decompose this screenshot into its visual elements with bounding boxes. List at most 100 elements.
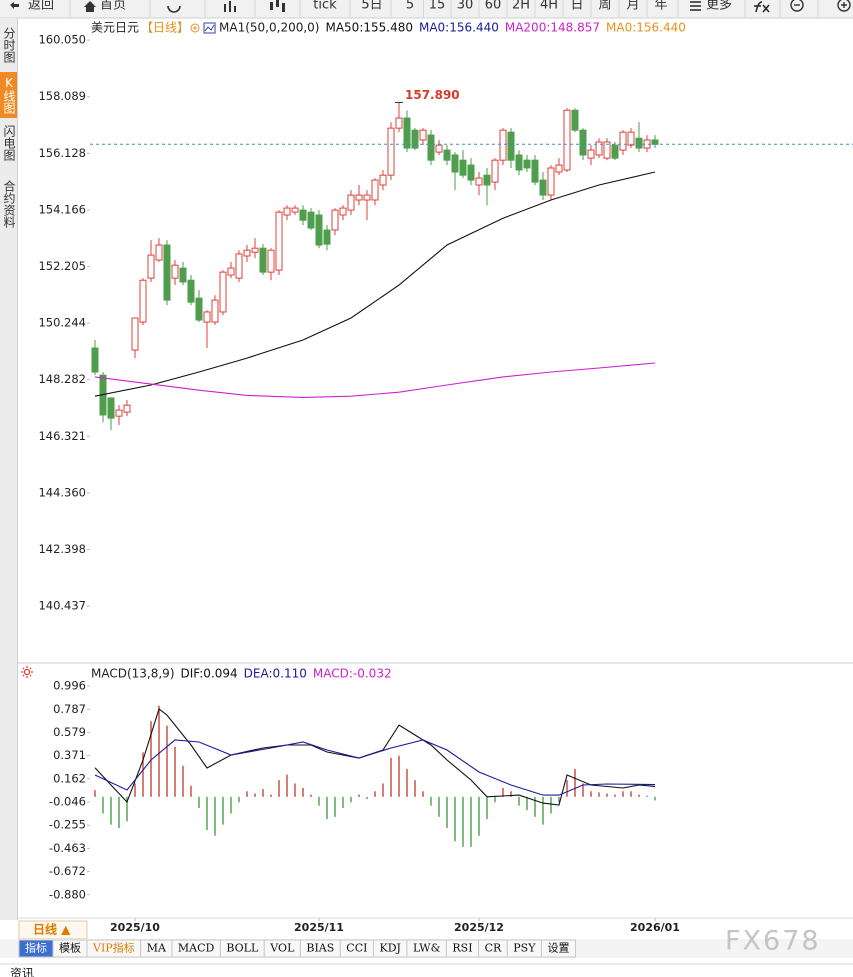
candle-body [579, 129, 587, 156]
legend-value: MACD:-0.032 [313, 667, 392, 681]
sun-icon [21, 666, 33, 678]
candle-body [211, 299, 219, 323]
menu-icon [690, 1, 701, 11]
sidebar: 分时图 K线图 闪电图 合约资料 [0, 18, 18, 920]
candle-body [467, 164, 475, 181]
candle-body [347, 194, 355, 211]
zoom-in-icon[interactable] [837, 0, 851, 12]
candle-body [187, 279, 195, 303]
add-icon[interactable] [190, 23, 200, 33]
candle-body [323, 229, 331, 245]
candle-body [275, 211, 283, 271]
candle-body [243, 249, 251, 257]
y-tick-label: 0.162 [53, 771, 86, 785]
candle-body [379, 174, 387, 186]
indicator-tab[interactable]: LW& [413, 942, 441, 955]
candle-body [603, 141, 611, 159]
candle-body [267, 249, 275, 273]
zoom-out-icon[interactable] [790, 0, 804, 12]
indicator-tab[interactable]: BIAS [306, 942, 334, 955]
candle-body [163, 244, 171, 301]
candle-body [555, 164, 563, 173]
candle-body [195, 297, 203, 321]
toolbar [0, 0, 853, 18]
candle-body [171, 264, 179, 279]
zoom-in-plus [841, 2, 847, 8]
indicator-tab[interactable]: MA [147, 942, 167, 955]
y-tick-label: 0.787 [53, 702, 86, 716]
tick-button[interactable]: tick [313, 0, 337, 13]
indicator-line [94, 362, 656, 398]
period-button[interactable]: 年 [654, 0, 667, 13]
settings-icon-line [204, 24, 215, 32]
candle-body [443, 149, 451, 161]
indicator-name: MACD(13,8,9) [91, 667, 175, 681]
x-tick-label: 2025/11 [294, 921, 344, 934]
period-button[interactable]: 30 [457, 0, 474, 13]
indicator-name: MA1(50,0,200,0) [219, 21, 319, 35]
candle-body [107, 397, 115, 419]
indicator-tab[interactable]: MACD [178, 942, 215, 955]
footer-tab[interactable]: 资讯 [10, 967, 34, 977]
y-tick-label: 158.089 [38, 89, 86, 103]
candle-icon[interactable] [270, 0, 285, 12]
back-button[interactable]: 返回 [28, 0, 54, 13]
period-button[interactable]: 周 [598, 0, 611, 13]
candle-body [283, 207, 291, 216]
indicator-tab[interactable]: 模板 [59, 941, 81, 955]
candle-body [147, 254, 155, 279]
indicator-tab[interactable]: CR [485, 942, 502, 955]
y-tick-label: 146.321 [38, 429, 86, 443]
y-tick-label: 152.205 [38, 259, 86, 273]
indicator-tab[interactable]: 设置 [547, 942, 569, 955]
period-button[interactable]: 5 [406, 0, 414, 13]
chart-icon[interactable] [224, 1, 236, 12]
period-button[interactable]: 月 [626, 0, 639, 13]
sidebar-tab[interactable]: 分时图 [2, 27, 16, 63]
candle-body [531, 159, 539, 183]
candle-body [499, 129, 507, 161]
indicator-tab[interactable]: 指标 [25, 941, 47, 955]
formula-icon[interactable] [754, 1, 770, 13]
indicator-tab[interactable]: PSY [513, 942, 536, 955]
indicator-tab[interactable]: CCI [346, 942, 367, 955]
candle-body [355, 194, 363, 201]
period-selector[interactable]: 日线 ▲ [33, 922, 71, 937]
y-tick-label: 0.996 [53, 679, 86, 693]
period-button[interactable]: 日 [570, 0, 583, 13]
candle-body [339, 207, 347, 216]
y-tick-label: 140.437 [38, 599, 86, 613]
period-button[interactable]: 5日 [361, 0, 382, 13]
sidebar-tab[interactable]: K线图 [0, 72, 17, 118]
tab-box[interactable] [540, 939, 576, 958]
period-button[interactable]: 4H [540, 0, 558, 13]
period-button[interactable]: 2H [512, 0, 530, 13]
candle-body [611, 144, 619, 159]
more-button[interactable]: 更多 [706, 0, 732, 13]
indicator-tab[interactable]: VIP指标 [92, 941, 135, 955]
candle-body [451, 154, 459, 173]
period-button[interactable]: 15 [429, 0, 446, 13]
candle-body [491, 159, 499, 183]
y-tick-label: 156.128 [38, 146, 86, 160]
sidebar-tab[interactable]: 合约资料 [2, 180, 16, 228]
candle-body [627, 131, 635, 146]
y-tick-label: 144.360 [38, 485, 86, 499]
indicator-tab[interactable]: RSI [452, 942, 472, 955]
legend-value: MA0:156.440 [419, 21, 499, 35]
y-tick-label: 150.244 [38, 316, 86, 330]
indicator-tab[interactable]: KDJ [379, 942, 400, 955]
x-tick-label: 2026/01 [630, 921, 680, 934]
refresh-icon[interactable] [167, 5, 181, 13]
indicator-tab[interactable]: BOLL [226, 942, 259, 955]
instrument-title: 美元日元 [91, 21, 139, 35]
indicator-tab[interactable]: VOL [269, 942, 295, 955]
settings-icon[interactable] [203, 22, 216, 34]
y-tick-label: 0.579 [53, 725, 86, 739]
candle-body [179, 267, 187, 283]
y-tick-label: -0.463 [49, 841, 86, 855]
period-button[interactable]: 60 [485, 0, 502, 13]
home-button[interactable]: 首页 [100, 0, 126, 13]
sidebar-tab[interactable]: 闪电图 [2, 125, 16, 161]
x-tick-label: 2025/12 [454, 921, 504, 934]
